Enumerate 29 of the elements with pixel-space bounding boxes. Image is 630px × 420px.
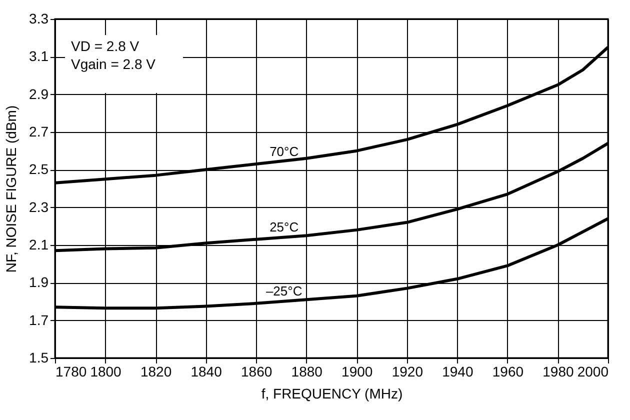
y-tick-label: 3.1 bbox=[29, 48, 49, 64]
y-tick-label: 1.7 bbox=[29, 312, 49, 328]
y-tick-label: 1.5 bbox=[29, 350, 49, 366]
annotation: VD = 2.8 V bbox=[71, 38, 140, 54]
x-tick-label: 1860 bbox=[241, 364, 272, 380]
x-tick-label: 1960 bbox=[492, 364, 524, 380]
series-label: 25°C bbox=[270, 219, 299, 234]
series-label: 70°C bbox=[270, 144, 299, 160]
x-tick-label: 1980 bbox=[542, 364, 574, 380]
x-tick-label: 1820 bbox=[140, 364, 172, 380]
x-tick-label: 1940 bbox=[442, 364, 474, 380]
x-axis-title: f, FREQUENCY (MHz) bbox=[261, 386, 403, 402]
annotation: Vgain = 2.8 V bbox=[71, 56, 156, 72]
x-tick-label: 1900 bbox=[342, 364, 373, 380]
y-tick-label: 2.3 bbox=[29, 198, 49, 215]
x-tick-label: 1920 bbox=[392, 364, 424, 380]
x-tick-label: 2000 bbox=[577, 364, 609, 380]
x-tick-label: 1780 bbox=[56, 364, 87, 380]
y-tick-label: 2.1 bbox=[29, 236, 49, 252]
x-tick-label: 1880 bbox=[291, 364, 323, 380]
y-tick-label: 2.9 bbox=[29, 86, 49, 102]
y-tick-label: 2.7 bbox=[29, 124, 49, 140]
y-tick-label: 2.5 bbox=[29, 161, 49, 178]
x-tick-label: 1800 bbox=[90, 364, 122, 380]
series-label: –25°C bbox=[266, 283, 302, 298]
y-tick-label: 3.3 bbox=[29, 10, 49, 26]
y-axis-title: NF, NOISE FIGURE (dBm) bbox=[3, 105, 20, 273]
x-tick-label: 1840 bbox=[190, 364, 222, 380]
y-tick-label: 1.9 bbox=[29, 274, 49, 290]
